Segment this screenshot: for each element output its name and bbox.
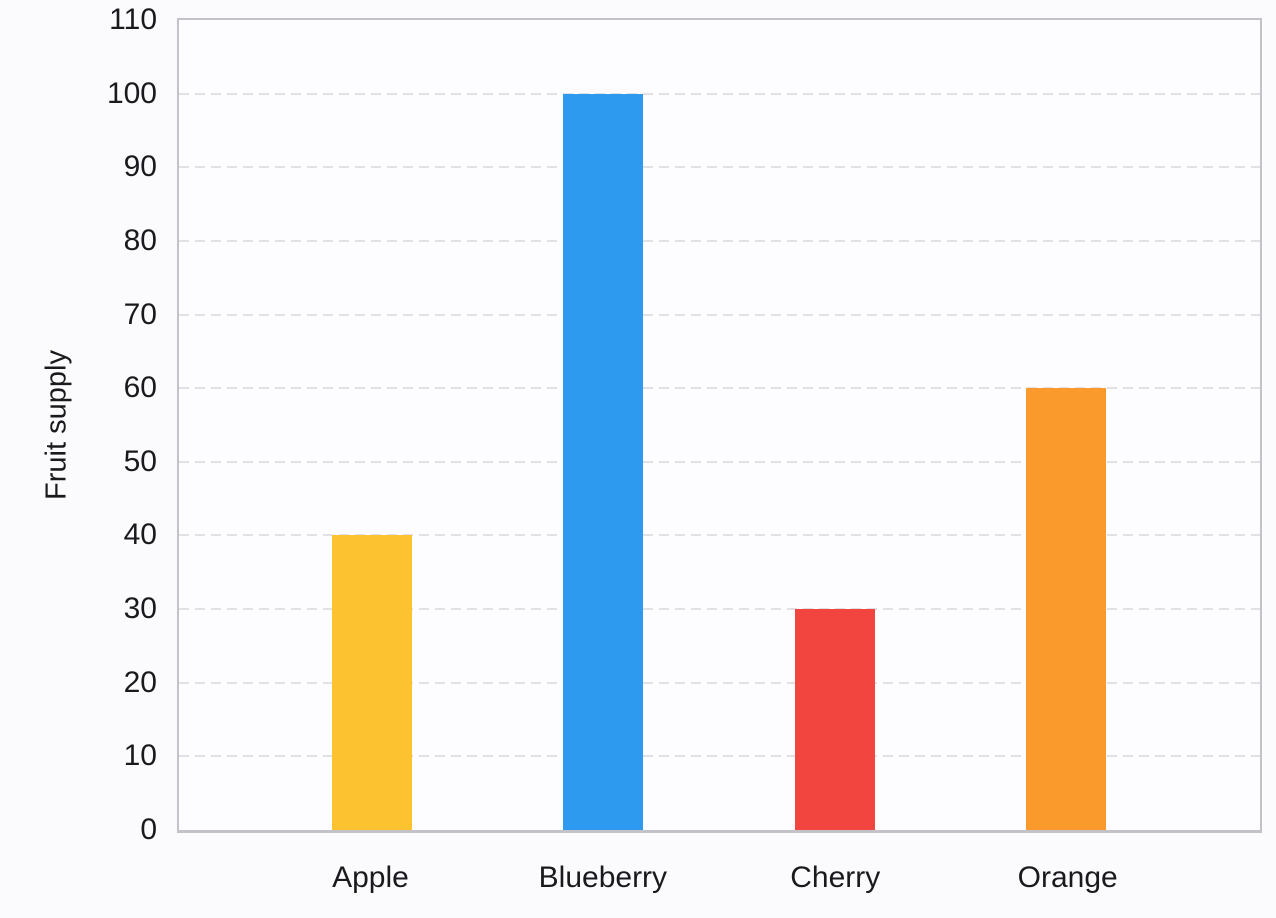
bar-blueberry — [563, 93, 644, 830]
plot-area — [177, 18, 1262, 833]
gridline-100 — [179, 92, 1260, 95]
gridline-50 — [179, 460, 1260, 463]
gridline-60 — [179, 387, 1260, 390]
x-tick-label-cherry: Cherry — [790, 861, 881, 894]
gridline-20 — [179, 681, 1260, 684]
y-tick-label-30: 30 — [123, 592, 157, 626]
x-tick-label-apple: Apple — [332, 861, 409, 894]
gridline-70 — [179, 313, 1260, 316]
y-tick-label-70: 70 — [123, 297, 157, 331]
bar-cherry — [794, 609, 875, 830]
bars — [179, 20, 1260, 830]
y-tick-label-60: 60 — [123, 371, 157, 405]
gridline-30 — [179, 608, 1260, 611]
gridline-40 — [179, 534, 1260, 537]
gridline-10 — [179, 755, 1260, 758]
y-tick-label-40: 40 — [123, 518, 157, 552]
y-tick-label-50: 50 — [123, 444, 157, 478]
y-tick-label-90: 90 — [123, 150, 157, 184]
y-tick-label-0: 0 — [140, 813, 157, 846]
x-tick-label-orange: Orange — [1017, 861, 1118, 894]
y-tick-label-20: 20 — [123, 665, 157, 699]
x-tick-label-blueberry: Blueberry — [538, 861, 668, 894]
gridlines — [179, 20, 1260, 830]
gridline-80 — [179, 239, 1260, 242]
x-axis-tick-labels: Apple Blueberry Cherry Orange — [177, 861, 1262, 901]
y-tick-label-110: 110 — [109, 3, 157, 36]
bar-orange — [1026, 388, 1107, 830]
y-axis-tick-labels: 0 10 20 30 40 50 60 70 80 90 100 110 — [0, 5, 157, 845]
y-tick-label-80: 80 — [123, 223, 157, 257]
gridline-90 — [179, 166, 1260, 169]
bar-apple — [331, 535, 412, 830]
y-tick-label-100: 100 — [106, 76, 157, 110]
y-tick-label-10: 10 — [123, 739, 157, 773]
